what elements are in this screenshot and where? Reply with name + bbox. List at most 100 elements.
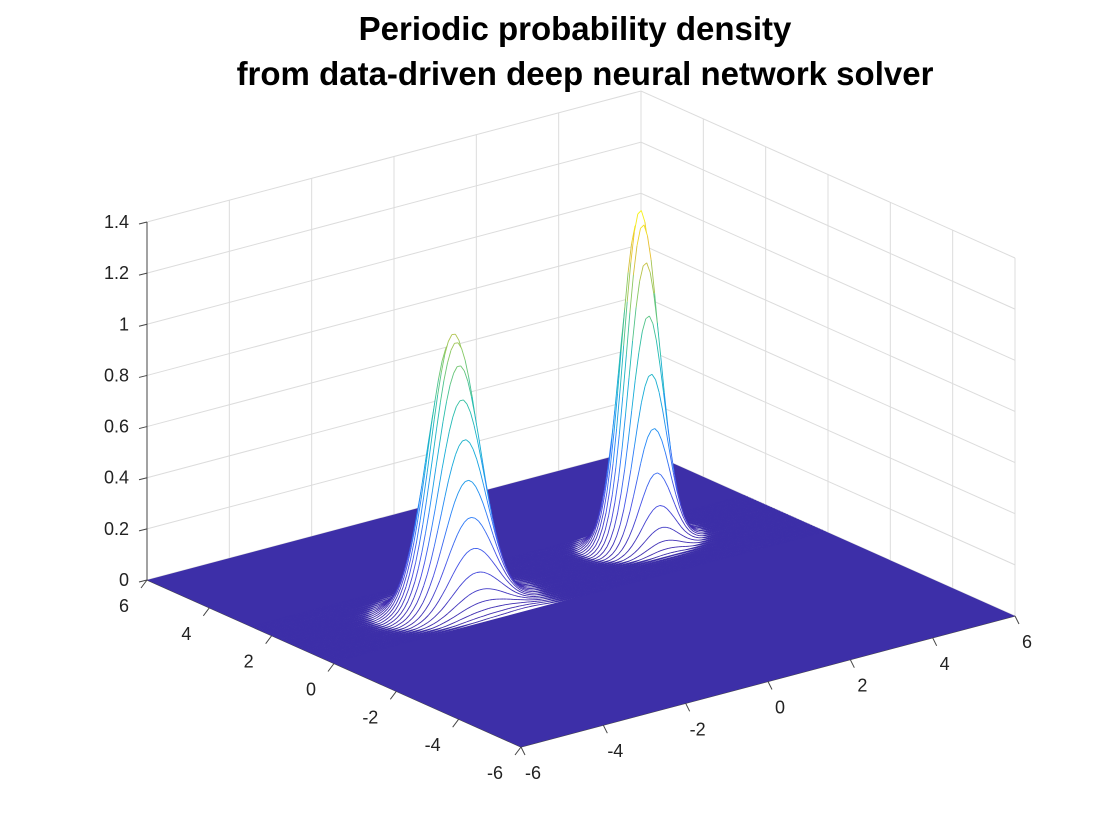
mesh-segment [339,656,343,659]
mesh-segment [639,558,644,561]
mesh-segment [741,527,745,530]
mesh-segment [687,550,692,553]
mesh-segment [747,520,751,523]
mesh-segment [703,510,708,513]
mesh-segment [709,520,713,523]
mesh-segment [589,559,594,562]
mesh-segment [261,629,266,632]
mesh-segment [346,607,351,610]
mesh-segment [561,565,566,568]
mesh-segment [701,524,705,527]
mesh-segment [724,530,729,532]
mesh-segment [314,615,319,618]
mesh-segment [437,609,442,615]
mesh-segment [565,564,570,567]
mesh-segment [375,630,379,632]
mesh-segment [747,535,752,538]
mesh-segment [715,505,719,508]
mesh-segment [646,479,651,488]
mesh-segment [298,623,303,626]
mesh-segment [301,647,306,650]
mesh-segment [524,578,529,581]
mesh-segment [339,632,344,634]
mesh-segment [539,582,543,585]
mesh-segment [794,536,799,539]
mesh-segment [709,535,714,538]
mesh-segment [370,648,375,651]
mesh-segment [385,596,390,599]
mesh-segment [283,622,288,624]
mesh-segment [784,514,789,516]
mesh-segment [669,563,674,566]
mesh-segment [640,386,646,403]
mesh-segment [624,581,629,583]
mesh-segment [496,546,501,557]
mesh-segment [507,558,512,561]
mesh-segment [737,543,742,546]
mesh-segment [788,535,792,538]
mesh-segment [739,539,744,542]
mesh-segment [447,610,452,614]
mesh-segment [366,603,371,606]
mesh-segment [759,505,764,508]
mesh-segment [773,541,777,544]
mesh-segment [312,612,317,615]
mesh-segment [329,634,333,637]
mesh-segment [327,654,332,657]
mesh-segment [755,523,759,526]
mesh-segment [552,573,557,576]
mesh-segment [673,562,678,565]
mesh-segment [525,606,530,609]
mesh-segment [335,642,340,645]
mesh-segment [348,610,353,613]
mesh-segment [526,603,530,606]
mesh-segment [712,542,717,545]
mesh-segment [285,617,290,620]
mesh-segment [557,600,561,603]
mesh-segment [394,644,399,646]
mesh-segment [602,554,607,558]
y-tick-label: 2 [244,652,254,672]
mesh-segment [736,500,741,503]
mesh-segment [420,562,426,577]
mesh-segment [568,547,573,551]
mesh-segment [703,525,708,528]
mesh-segment [370,633,375,636]
mesh-segment [477,440,482,459]
mesh-segment [521,607,526,609]
mesh-segment [582,569,587,572]
mesh-segment [761,539,766,542]
mesh-segment [647,571,652,574]
mesh-segment [723,524,728,527]
mesh-segment [515,579,519,581]
mesh-segment [415,608,420,615]
mesh-segment [604,569,609,572]
mesh-segment [764,525,768,528]
mesh-segment [716,541,721,544]
mesh-segment [588,562,593,565]
mesh-segment [734,496,739,499]
mesh-segment [376,607,381,611]
mesh-segment [422,636,427,639]
mesh-segment [396,619,401,623]
mesh-segment [493,615,498,618]
mesh-segment [608,494,613,516]
mesh-segment [686,513,691,516]
mesh-segment [441,629,446,632]
mesh-segment [598,527,603,539]
mesh-segment [586,557,591,561]
mesh-segment [359,630,363,633]
mesh-segment [607,578,611,581]
mesh-segment [425,603,430,610]
mesh-segment [309,613,314,616]
mesh-segment [723,517,728,519]
mesh-segment [328,621,332,624]
mesh-segment [629,496,634,512]
mesh-segment [682,564,687,566]
mesh-segment [382,603,387,608]
mesh-segment [725,518,730,521]
mesh-segment [324,607,329,610]
mesh-segment [570,584,574,587]
mesh-segment [651,562,656,565]
mesh-segment [447,513,452,527]
